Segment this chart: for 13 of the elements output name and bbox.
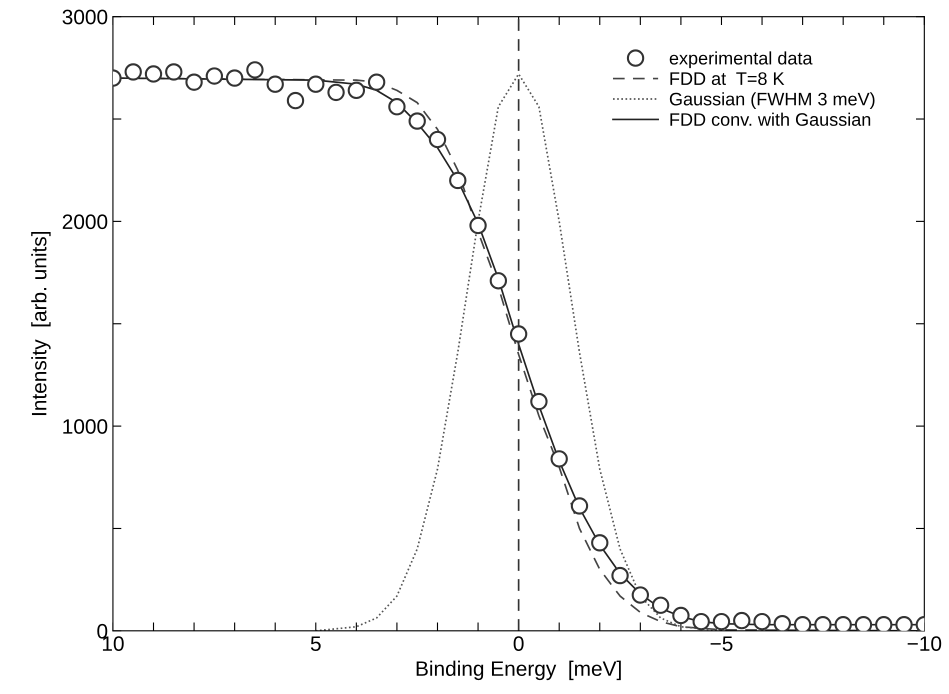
y-tick-label: 3000: [62, 10, 108, 24]
x-tick-label: 0: [514, 636, 524, 652]
y-tick-label: 2000: [62, 214, 108, 230]
legend-label: FDD conv. with Gaussian: [670, 112, 870, 126]
y-tick-label: 1000: [63, 419, 108, 434]
y-axis-title: Intensity [arb. units]: [31, 232, 51, 416]
x-axis-title: Binding Energy [meV]: [416, 660, 621, 680]
legend-label: experimental data: [670, 51, 812, 68]
x-tick-label: −5: [710, 636, 732, 652]
legend-label: FDD at T=8 K: [670, 72, 784, 86]
x-tick-label: −10: [908, 636, 942, 652]
legend-label: Gaussian (FWHM 3 meV): [670, 92, 875, 110]
x-tick-label: 5: [310, 636, 321, 652]
